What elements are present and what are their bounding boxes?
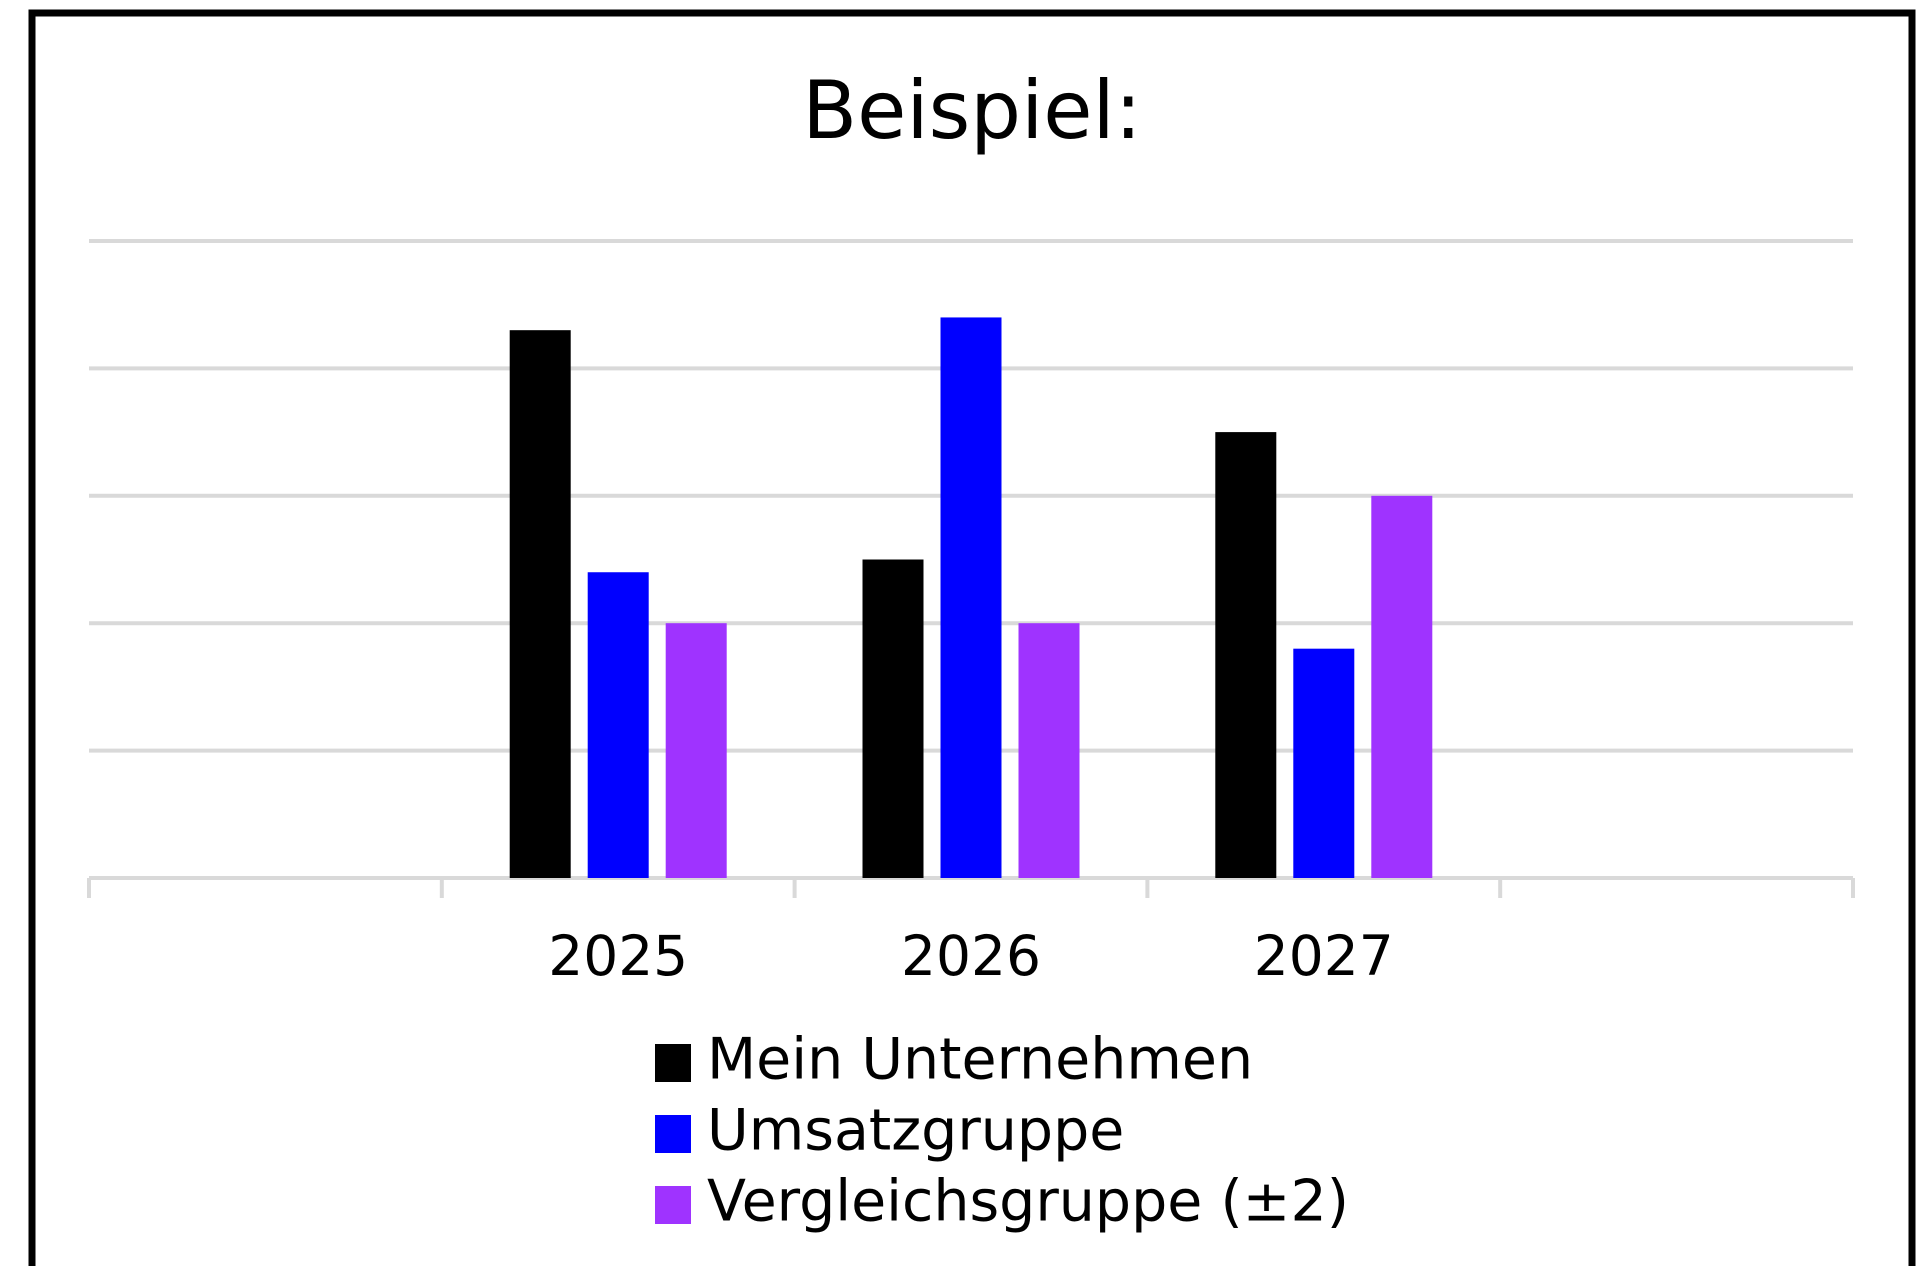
bar [862, 559, 924, 878]
x-tick-label: 2025 [548, 924, 688, 988]
legend-swatch [655, 1115, 691, 1153]
bar [665, 623, 727, 878]
legend-label: Umsatzgruppe [707, 1098, 1124, 1164]
bar [1371, 495, 1433, 878]
bar [1293, 648, 1355, 878]
legend-swatch [655, 1044, 691, 1082]
bar [509, 330, 571, 878]
legend-swatch [655, 1186, 691, 1224]
bar [1018, 623, 1080, 878]
bar [587, 572, 649, 878]
chart-title: Beispiel: [802, 64, 1141, 157]
bar [940, 317, 1002, 878]
legend-label: Mein Unternehmen [707, 1027, 1253, 1093]
legend-label: Vergleichsgruppe (±2) [707, 1169, 1349, 1235]
x-tick-label: 2027 [1254, 924, 1394, 988]
x-tick-label: 2026 [901, 924, 1041, 988]
bar [1215, 432, 1277, 878]
